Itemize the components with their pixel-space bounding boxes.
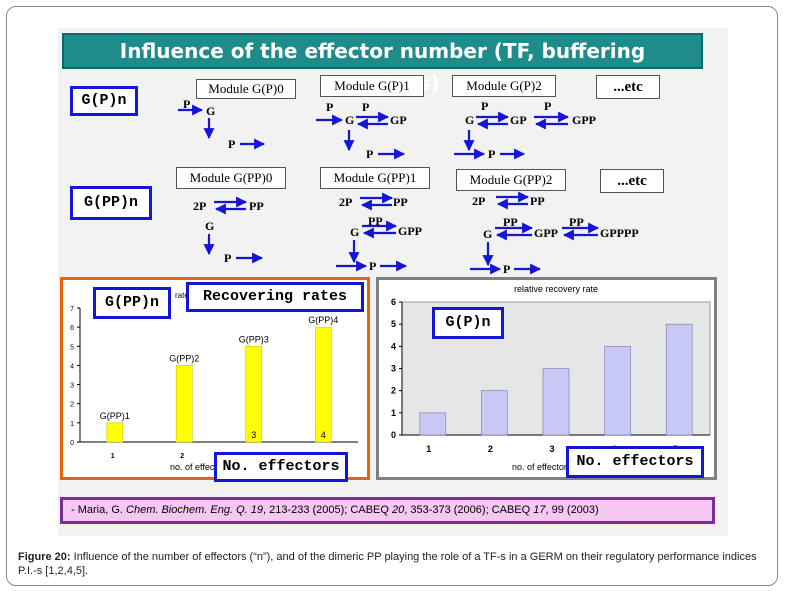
module-gp1: Module G(P)1: [320, 75, 424, 97]
module-gpp1: Module G(PP)1: [320, 167, 430, 189]
pp2-gene: G: [483, 227, 493, 241]
right-x-tick-label: 2: [488, 444, 493, 454]
right-title: relative recovery rate: [514, 284, 598, 294]
left-y-tick-label: 7: [70, 306, 74, 313]
left-bar: [175, 365, 193, 443]
right-y-tick-label: 5: [391, 319, 396, 329]
left-x-tick-label: 1: [111, 453, 115, 460]
caption-figure-number: Figure 20:: [18, 551, 71, 563]
left-xlabel: no. of effectors: [170, 462, 230, 472]
left-x-tick-label: 2: [180, 453, 184, 460]
pp1-gpp: GPP: [398, 224, 422, 238]
left-y-tick-label: 6: [70, 325, 74, 332]
p1-output-p: P: [366, 147, 374, 161]
pp1-pp-bind: PP: [368, 214, 383, 228]
pp0-gene: G: [205, 219, 215, 233]
module-gpp2: Module G(PP)2: [456, 169, 566, 191]
ref-text-2: , 353-373 (2006); CABEQ: [404, 504, 534, 516]
p2-gene: G: [465, 113, 475, 127]
left-ylabel: rate: [175, 291, 189, 300]
left-y-tick-label: 2: [70, 402, 74, 409]
left-bar-inner-label: 3: [251, 430, 256, 440]
left-bar-inner-label: 4: [321, 430, 326, 440]
ref-journal-1: Chem. Biochem. Eng. Q. 19: [126, 504, 263, 516]
right-no-effectors-label: No. effectors: [566, 446, 704, 478]
left-y-tick-label: 1: [70, 421, 74, 428]
right-x-tick-label: 1: [426, 444, 431, 454]
left-y-tick-label: 0: [70, 440, 74, 447]
left-no-effectors-label: No. effectors: [214, 452, 348, 482]
p0-gene: G: [206, 104, 216, 118]
ref-text-1: , 213-233 (2005); CABEQ: [262, 504, 392, 516]
left-y-tick-label: 5: [70, 344, 74, 351]
pp2-pp-b: PP: [569, 215, 584, 229]
pp2-gpppp: GPPPP: [600, 226, 639, 240]
pp2-output-p: P: [503, 262, 511, 276]
pp0-output-p: P: [224, 251, 232, 265]
pp1-2p: 2P: [339, 195, 353, 209]
left-y-tick-label: 3: [70, 383, 74, 390]
gp-n-label: G(P)n: [70, 86, 138, 116]
caption-text: Influence of the number of effectors (“n…: [18, 551, 757, 577]
p1-p-a: P: [326, 100, 334, 114]
module-gpp0: Module G(PP)0: [176, 167, 286, 189]
right-y-tick-label: 2: [391, 386, 396, 396]
p2-gp: GP: [510, 113, 527, 127]
left-y-tick-label: 4: [70, 363, 74, 370]
left-bar-label: G(PP)1: [100, 411, 130, 421]
ref-journal-3: 17: [533, 504, 546, 516]
pp1-output-p: P: [369, 259, 377, 273]
module-gp0: Module G(P)0: [196, 79, 296, 99]
right-y-tick-label: 1: [391, 408, 396, 418]
right-y-tick-label: 3: [391, 364, 396, 374]
right-bar: [604, 346, 631, 436]
etc-p: ...etc: [596, 75, 660, 99]
right-y-tick-label: 6: [391, 297, 396, 307]
left-bar-label: G(PP)3: [239, 334, 269, 344]
p1-p-b: P: [362, 100, 370, 114]
etc-pp: ...etc: [600, 169, 664, 193]
ref-text-3: , 99 (2003): [545, 504, 599, 516]
recovering-rates-label: Recovering rates: [186, 282, 364, 312]
gpp-n-label: G(PP)n: [70, 186, 152, 220]
ref-lead: - Maria, G.: [71, 504, 127, 516]
pp1-gene: G: [350, 225, 360, 239]
p0-input-p: P: [183, 97, 191, 111]
p2-p-a: P: [481, 99, 489, 113]
left-bar: [314, 326, 332, 443]
pp2-pp: PP: [530, 194, 545, 208]
right-xlabel: no. of effectors: [512, 462, 572, 472]
left-bar: [245, 345, 263, 443]
left-bar: [106, 422, 124, 443]
right-bar: [665, 323, 693, 436]
pp0-pp: PP: [249, 199, 264, 213]
figure-caption: Figure 20: Influence of the number of ef…: [18, 550, 770, 578]
module-gp2: Module G(P)2: [452, 75, 556, 97]
left-gpp-n-label: G(PP)n: [93, 287, 171, 319]
pp1-pp: PP: [393, 195, 408, 209]
pp2-2p: 2P: [472, 194, 486, 208]
pp2-pp-a: PP: [503, 215, 518, 229]
p2-p-b: P: [544, 99, 552, 113]
p1-gp: GP: [390, 113, 407, 127]
right-x-tick-label: 3: [549, 444, 554, 454]
pp0-2p: 2P: [193, 199, 207, 213]
right-gp-n-label: G(P)n: [432, 307, 504, 339]
right-bar: [542, 368, 570, 436]
right-y-tick-label: 4: [391, 341, 396, 351]
p2-output-p: P: [488, 147, 496, 161]
reference-box: - Maria, G. Chem. Biochem. Eng. Q. 19, 2…: [60, 497, 715, 524]
left-bar-label: G(PP)4: [308, 315, 338, 325]
right-bar: [419, 412, 447, 436]
right-y-tick-label: 0: [391, 430, 396, 440]
p1-gene: G: [345, 113, 355, 127]
pp2-gpp: GPP: [534, 226, 558, 240]
p2-gpp: GPP: [572, 113, 596, 127]
right-bar: [481, 390, 508, 436]
ref-journal-2: 20: [391, 504, 405, 516]
p0-output-p: P: [228, 137, 236, 151]
left-bar-label: G(PP)2: [169, 353, 199, 363]
